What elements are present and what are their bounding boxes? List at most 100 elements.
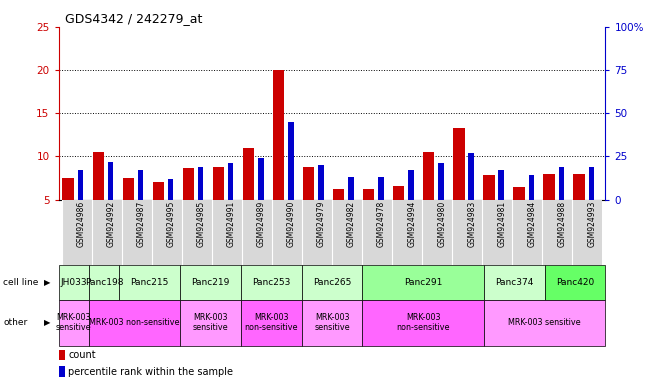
Bar: [180, 300, 241, 346]
Bar: [559, 167, 564, 200]
Text: cell line: cell line: [3, 278, 38, 287]
Bar: [62, 200, 92, 265]
Text: GSM924978: GSM924978: [377, 201, 386, 247]
Bar: [452, 200, 482, 265]
Text: GSM924985: GSM924985: [197, 201, 206, 247]
Text: GSM924986: GSM924986: [77, 201, 86, 247]
Bar: [212, 200, 242, 265]
Bar: [333, 189, 344, 200]
Bar: [59, 366, 65, 377]
Bar: [108, 162, 113, 200]
Bar: [499, 170, 504, 200]
Text: count: count: [68, 350, 96, 360]
Bar: [543, 174, 555, 200]
Bar: [482, 200, 512, 265]
Bar: [423, 152, 434, 200]
Bar: [152, 200, 182, 265]
Text: MRK-003
sensitive: MRK-003 sensitive: [56, 313, 92, 332]
Text: Panc291: Panc291: [404, 278, 442, 287]
Bar: [122, 178, 134, 200]
Text: Panc374: Panc374: [495, 278, 533, 287]
Bar: [288, 122, 294, 200]
Text: Panc420: Panc420: [556, 278, 594, 287]
Bar: [168, 179, 173, 200]
Text: ▶: ▶: [44, 278, 51, 287]
Bar: [362, 200, 392, 265]
Text: Panc265: Panc265: [313, 278, 351, 287]
Bar: [363, 189, 374, 200]
Text: GSM924980: GSM924980: [437, 201, 446, 247]
Text: percentile rank within the sample: percentile rank within the sample: [68, 366, 234, 377]
Bar: [545, 265, 605, 300]
Text: GSM924988: GSM924988: [557, 201, 566, 247]
Bar: [438, 164, 444, 200]
Bar: [513, 187, 525, 200]
Text: GSM924990: GSM924990: [287, 201, 296, 247]
Bar: [92, 200, 122, 265]
Bar: [180, 265, 241, 300]
Text: MRK-003
sensitive: MRK-003 sensitive: [193, 313, 229, 332]
Bar: [182, 200, 212, 265]
Text: MRK-003
non-sensitive: MRK-003 non-sensitive: [245, 313, 298, 332]
Bar: [152, 182, 164, 200]
Text: MRK-003
sensitive: MRK-003 sensitive: [314, 313, 350, 332]
Text: GSM924995: GSM924995: [167, 201, 176, 247]
Bar: [228, 164, 234, 200]
Bar: [89, 300, 180, 346]
Bar: [422, 200, 452, 265]
Bar: [574, 174, 585, 200]
Text: GSM924984: GSM924984: [527, 201, 536, 247]
Bar: [332, 200, 362, 265]
Bar: [393, 186, 404, 200]
Bar: [242, 200, 272, 265]
Bar: [78, 170, 83, 200]
Bar: [62, 178, 74, 200]
Text: GDS4342 / 242279_at: GDS4342 / 242279_at: [65, 12, 202, 25]
Bar: [183, 168, 194, 200]
Bar: [258, 158, 264, 200]
Text: MRK-003
non-sensitive: MRK-003 non-sensitive: [396, 313, 450, 332]
Text: GSM924982: GSM924982: [347, 201, 356, 247]
Text: MRK-003 non-sensitive: MRK-003 non-sensitive: [89, 318, 180, 327]
Bar: [484, 265, 545, 300]
Bar: [348, 177, 353, 200]
Bar: [59, 350, 65, 360]
Bar: [363, 265, 484, 300]
Bar: [59, 265, 89, 300]
Bar: [59, 300, 89, 346]
Bar: [589, 167, 594, 200]
Bar: [213, 167, 224, 200]
Bar: [241, 300, 301, 346]
Text: GSM924981: GSM924981: [497, 201, 506, 247]
Bar: [408, 170, 414, 200]
Text: Panc253: Panc253: [252, 278, 290, 287]
Bar: [318, 165, 324, 200]
Text: ▶: ▶: [44, 318, 51, 327]
Text: GSM924989: GSM924989: [257, 201, 266, 247]
Bar: [572, 200, 602, 265]
Text: GSM924979: GSM924979: [317, 201, 326, 247]
Text: other: other: [3, 318, 27, 327]
Bar: [92, 152, 104, 200]
Bar: [301, 300, 363, 346]
Bar: [392, 200, 422, 265]
Text: JH033: JH033: [61, 278, 87, 287]
Bar: [512, 200, 542, 265]
Text: GSM924991: GSM924991: [227, 201, 236, 247]
Bar: [243, 148, 254, 200]
Text: GSM924983: GSM924983: [467, 201, 477, 247]
Text: Panc215: Panc215: [131, 278, 169, 287]
Bar: [483, 175, 495, 200]
Bar: [138, 170, 143, 200]
Bar: [542, 200, 572, 265]
Bar: [241, 265, 301, 300]
Bar: [89, 265, 119, 300]
Bar: [302, 200, 332, 265]
Bar: [122, 200, 152, 265]
Bar: [198, 167, 203, 200]
Text: GSM924994: GSM924994: [407, 201, 416, 247]
Text: GSM924987: GSM924987: [137, 201, 146, 247]
Bar: [529, 175, 534, 200]
Bar: [301, 265, 363, 300]
Bar: [273, 70, 284, 200]
